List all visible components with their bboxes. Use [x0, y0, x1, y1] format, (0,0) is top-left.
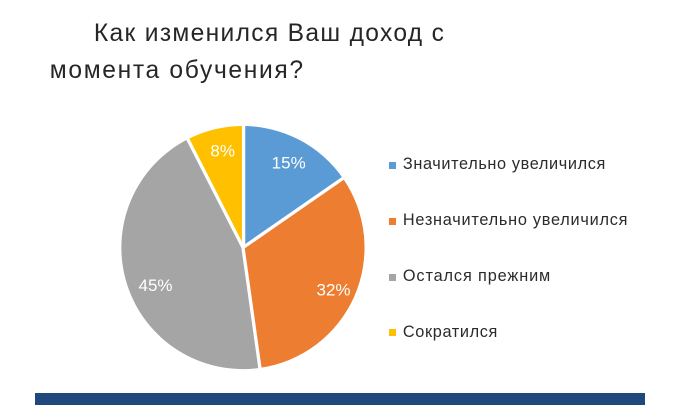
svg-text:32%: 32%	[316, 281, 350, 300]
svg-text:45%: 45%	[138, 276, 172, 295]
svg-text:15%: 15%	[272, 153, 306, 172]
svg-text:8%: 8%	[210, 142, 235, 161]
